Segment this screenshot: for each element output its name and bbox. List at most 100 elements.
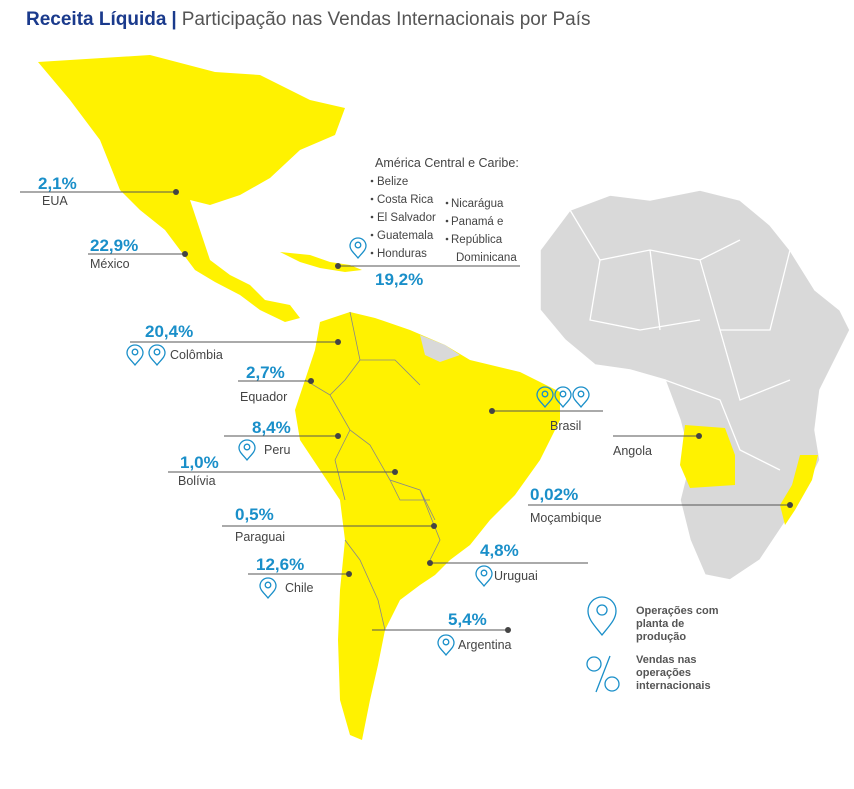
- pin-dot: [541, 390, 549, 398]
- pin-outline: [126, 344, 144, 367]
- pin-icon: [572, 386, 590, 409]
- central-america-item: Costa Rica: [377, 194, 434, 206]
- pin-outline: [259, 577, 277, 600]
- pin-icon: [536, 386, 554, 409]
- country-name: Uruguai: [494, 569, 538, 583]
- pin-dot: [480, 569, 488, 577]
- south-america-borders: [304, 311, 441, 631]
- country-name: Paraguai: [235, 530, 285, 544]
- central-america-item: Belize: [377, 176, 408, 188]
- pin-icon: [475, 565, 493, 588]
- bullet: [445, 201, 449, 205]
- location-dot: [335, 339, 341, 345]
- country-name: Angola: [613, 444, 652, 458]
- central-america-share: 19,2%: [375, 270, 423, 289]
- location-dot: [431, 523, 437, 529]
- country-name: Bolívia: [178, 474, 216, 488]
- country-name: EUA: [42, 194, 68, 208]
- country-share: 12,6%: [256, 555, 304, 574]
- central-america-title: América Central e Caribe:: [375, 156, 519, 170]
- pin-dot: [243, 443, 251, 451]
- north-america: [38, 55, 345, 322]
- pin-outline: [349, 237, 367, 260]
- pin-outline: [437, 634, 455, 657]
- pin-icon: [126, 344, 144, 367]
- country-share: 20,4%: [145, 322, 193, 341]
- country-share: 2,1%: [38, 174, 77, 193]
- country-name: Argentina: [458, 638, 512, 652]
- country-share: 5,4%: [448, 610, 487, 629]
- country-name: Chile: [285, 581, 314, 595]
- pin-dot: [153, 348, 161, 356]
- pin-outline: [148, 344, 166, 367]
- bullet: [370, 215, 374, 219]
- location-dot: [787, 502, 793, 508]
- legend-label: Operações com: [636, 605, 719, 617]
- pin-icon: [554, 386, 572, 409]
- pin-dot: [577, 390, 585, 398]
- country-share: 8,4%: [252, 418, 291, 437]
- central-america-item: Dominicana: [456, 252, 517, 264]
- central-america-item: República: [451, 234, 503, 246]
- pin-dot: [264, 581, 272, 589]
- legend-label: operações: [636, 667, 691, 679]
- pin-dot: [442, 638, 450, 646]
- country-name: México: [90, 257, 130, 271]
- location-dot: [392, 469, 398, 475]
- caribbean: [280, 252, 362, 272]
- location-dot: [427, 560, 433, 566]
- location-dot: [346, 571, 352, 577]
- country-name: Moçambique: [530, 511, 602, 525]
- country-share: 0,5%: [235, 505, 274, 524]
- central-america-item: El Salvador: [377, 212, 436, 224]
- location-dot: [335, 263, 341, 269]
- pin-outline: [238, 439, 256, 462]
- africa-borders: [569, 209, 791, 471]
- country-share: 2,7%: [246, 363, 285, 382]
- central-america-item: Nicarágua: [451, 198, 504, 210]
- bullet: [370, 197, 374, 201]
- country-name: Colômbia: [170, 348, 223, 362]
- bullet: [370, 251, 374, 255]
- pin-icon: [349, 237, 367, 260]
- pin-outline: [475, 565, 493, 588]
- pin-dot: [354, 241, 362, 249]
- bullet: [370, 179, 374, 183]
- central-america-item: Panamá e: [451, 216, 503, 228]
- legend-label: Vendas nas: [636, 654, 697, 666]
- central-america-item: Guatemala: [377, 230, 434, 242]
- location-dot: [173, 189, 179, 195]
- country-name: Equador: [240, 390, 287, 404]
- pin-dot: [559, 390, 567, 398]
- title: Receita Líquida | Participação nas Vendas …: [26, 9, 591, 30]
- pin-outline: [536, 386, 554, 409]
- pin-icon: [238, 439, 256, 462]
- pin-icon: [148, 344, 166, 367]
- legend-label: internacionais: [636, 680, 711, 692]
- separator: |: [171, 9, 176, 30]
- bullet: [370, 233, 374, 237]
- location-dot: [308, 378, 314, 384]
- legend-percent-icon: [586, 655, 620, 693]
- country-share: 1,0%: [180, 453, 219, 472]
- legend-label: produção: [636, 631, 686, 643]
- pin-icon: [437, 634, 455, 657]
- angola: [680, 425, 735, 488]
- central-america-item: Honduras: [377, 248, 427, 260]
- legend-pin-icon: [587, 596, 617, 637]
- legend-label: planta de: [636, 618, 684, 630]
- country-share: 4,8%: [480, 541, 519, 560]
- pin-outline: [572, 386, 590, 409]
- location-dot: [696, 433, 702, 439]
- country-name: Peru: [264, 443, 290, 457]
- title-bold: Receita Líquida: [26, 9, 167, 30]
- location-dot: [182, 251, 188, 257]
- location-dot: [489, 408, 495, 414]
- location-dot: [335, 433, 341, 439]
- guiana-gray: [420, 335, 460, 362]
- bullet: [445, 237, 449, 241]
- pin-icon: [259, 577, 277, 600]
- title-text: Participação nas Vendas Internacionais p…: [182, 9, 591, 30]
- pin-outline: [554, 386, 572, 409]
